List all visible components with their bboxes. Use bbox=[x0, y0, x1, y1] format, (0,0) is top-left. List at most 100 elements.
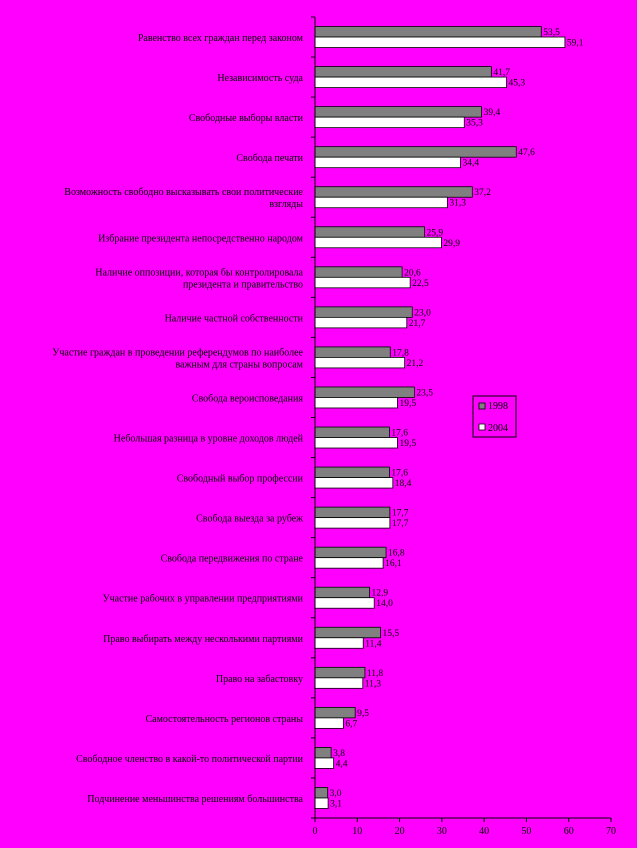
value-label-2004-15: 11,4 bbox=[365, 639, 382, 649]
bar-1998-8 bbox=[314, 346, 391, 358]
value-label-1998-11: 17,6 bbox=[391, 469, 408, 479]
value-label-1998-3: 47,6 bbox=[518, 148, 535, 158]
legend-label-1998: 1998 bbox=[488, 401, 508, 412]
value-label-2004-9: 19,5 bbox=[399, 399, 416, 409]
bar-1998-2 bbox=[314, 106, 483, 118]
category-label-0: Равенство всех граждан перед законом bbox=[138, 33, 304, 44]
bar-1998-14 bbox=[314, 586, 370, 599]
bar-2004-16 bbox=[314, 677, 364, 689]
value-label-2004-8: 21,2 bbox=[407, 359, 424, 369]
category-label-9: Свобода вероисповедания bbox=[192, 393, 304, 404]
category-label-2: Свободные выборы власти bbox=[189, 113, 304, 124]
x-tick-label-5: 50 bbox=[521, 826, 531, 837]
bar-2004-13 bbox=[314, 557, 384, 569]
category-label-16: Право на забастовку bbox=[216, 674, 303, 685]
bar-2004-5 bbox=[314, 236, 442, 249]
category-label-11: Свободный выбор профессии bbox=[177, 474, 304, 485]
bar-1998-5 bbox=[314, 226, 425, 238]
bar-2004-6 bbox=[314, 276, 411, 289]
bar-2004-7 bbox=[314, 316, 408, 329]
bar-1998-12 bbox=[314, 506, 391, 519]
bar-2004-14 bbox=[314, 597, 375, 609]
value-label-2004-5: 29,9 bbox=[443, 239, 460, 249]
category-label-17: Самостоятельность регионов страны bbox=[145, 714, 303, 725]
x-tick-label-3: 30 bbox=[437, 826, 447, 837]
bar-1998-17 bbox=[314, 706, 356, 719]
value-label-2004-14: 14,0 bbox=[376, 599, 393, 609]
value-label-1998-13: 16,8 bbox=[388, 549, 405, 559]
value-label-1998-16: 11,8 bbox=[367, 669, 384, 679]
category-label-18: Свободное членство в какой-то политическ… bbox=[76, 754, 304, 765]
value-label-1998-5: 25,9 bbox=[427, 228, 444, 238]
x-tick-label-7: 70 bbox=[606, 826, 616, 837]
bar-2004-4 bbox=[314, 196, 448, 209]
value-label-1998-15: 15,5 bbox=[383, 629, 400, 639]
value-label-1998-12: 17,7 bbox=[392, 509, 409, 519]
value-label-1998-4: 37,2 bbox=[474, 188, 491, 198]
value-label-1998-7: 23,0 bbox=[414, 308, 431, 318]
category-label-14: Участие рабочих в управлении предприятия… bbox=[103, 594, 304, 605]
value-label-2004-12: 17,7 bbox=[392, 519, 409, 529]
legend-label-2004: 2004 bbox=[488, 423, 508, 434]
value-label-1998-10: 17,6 bbox=[391, 429, 408, 439]
bar-1998-16 bbox=[314, 666, 366, 679]
bar-2004-19 bbox=[314, 797, 329, 809]
legend-box bbox=[472, 395, 517, 438]
bar-2004-18 bbox=[314, 757, 335, 769]
category-label-4-line-0: Возможность свободно высказывать свои по… bbox=[64, 187, 303, 198]
category-label-13: Свобода передвижения по стране bbox=[161, 554, 304, 565]
value-label-2004-10: 19,5 bbox=[399, 439, 416, 449]
x-tick-label-2: 20 bbox=[395, 826, 405, 837]
value-label-1998-0: 53,5 bbox=[543, 28, 560, 38]
bar-1998-6 bbox=[314, 266, 403, 278]
bar-1998-18 bbox=[314, 747, 332, 759]
value-label-1998-14: 12,9 bbox=[372, 589, 389, 599]
category-label-12: Свобода выезда за рубеж bbox=[196, 514, 303, 525]
bar-2004-17 bbox=[314, 717, 344, 729]
legend-swatch-2004 bbox=[478, 423, 486, 431]
category-label-4-line-1: взгляды bbox=[269, 199, 303, 210]
value-label-2004-0: 59,1 bbox=[567, 39, 584, 49]
value-label-2004-11: 18,4 bbox=[395, 479, 412, 489]
bar-1998-9 bbox=[314, 386, 415, 398]
value-label-1998-19: 3,0 bbox=[330, 789, 342, 799]
value-label-2004-19: 3,1 bbox=[330, 799, 342, 809]
value-label-2004-6: 22,5 bbox=[412, 279, 429, 289]
value-label-2004-16: 11,3 bbox=[365, 679, 382, 689]
bar-2004-0 bbox=[314, 36, 566, 48]
value-label-2004-2: 35,3 bbox=[466, 119, 483, 129]
bar-1998-11 bbox=[314, 466, 390, 478]
axes-layer: 0 10 20 30 40 50 60 70 bbox=[311, 16, 616, 837]
bar-2004-3 bbox=[314, 156, 461, 169]
bar-2004-15 bbox=[314, 637, 364, 649]
bars-layer bbox=[314, 26, 566, 809]
category-label-7: Наличие частной собственности bbox=[165, 313, 304, 324]
bar-1998-13 bbox=[314, 546, 387, 559]
legend-swatch-1998 bbox=[478, 402, 486, 410]
category-label-1: Независимость суда bbox=[217, 73, 303, 84]
bar-2004-10 bbox=[314, 437, 398, 449]
category-label-19: Подчинение меньшинства решениям большинс… bbox=[87, 794, 303, 805]
bar-2004-1 bbox=[314, 76, 507, 88]
value-label-1998-9: 23,5 bbox=[416, 388, 433, 398]
bar-1998-19 bbox=[314, 787, 329, 799]
x-tick-label-1: 10 bbox=[352, 826, 362, 837]
value-label-1998-17: 9,5 bbox=[357, 709, 369, 719]
category-labels-layer: Равенство всех граждан перед законом Неза… bbox=[52, 33, 303, 805]
bar-1998-7 bbox=[314, 306, 413, 318]
value-label-1998-18: 3,8 bbox=[333, 749, 345, 759]
category-label-8-line-1: важным для страны вопросам bbox=[175, 359, 303, 370]
bar-2004-11 bbox=[314, 477, 394, 489]
value-label-2004-4: 31,3 bbox=[449, 199, 466, 209]
legend: 1998 2004 bbox=[472, 395, 517, 438]
value-label-1998-1: 41,7 bbox=[493, 68, 510, 78]
bar-2004-2 bbox=[314, 116, 465, 129]
x-tick-label-4: 40 bbox=[479, 826, 489, 837]
category-label-3: Свобода печати bbox=[236, 153, 303, 164]
category-label-15: Право выбирать между несколькими партиям… bbox=[103, 634, 304, 645]
value-label-2004-3: 34,4 bbox=[462, 159, 479, 169]
value-label-2004-1: 45,3 bbox=[509, 79, 526, 89]
value-labels-layer: 53,5 59,1 41,745,3 39,435,3 47,6 34,4 37,2 31,3… bbox=[330, 28, 584, 809]
category-label-6-line-1: президента и правительство bbox=[183, 279, 303, 290]
